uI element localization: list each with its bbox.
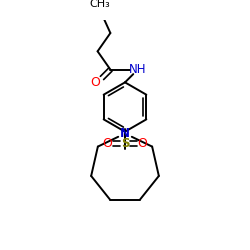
Text: O: O — [90, 76, 100, 89]
Text: O: O — [138, 137, 147, 150]
Text: N: N — [120, 127, 130, 140]
Text: NH: NH — [129, 63, 146, 76]
Text: CH₃: CH₃ — [89, 0, 110, 9]
Text: S: S — [121, 137, 129, 150]
Text: O: O — [103, 137, 113, 150]
